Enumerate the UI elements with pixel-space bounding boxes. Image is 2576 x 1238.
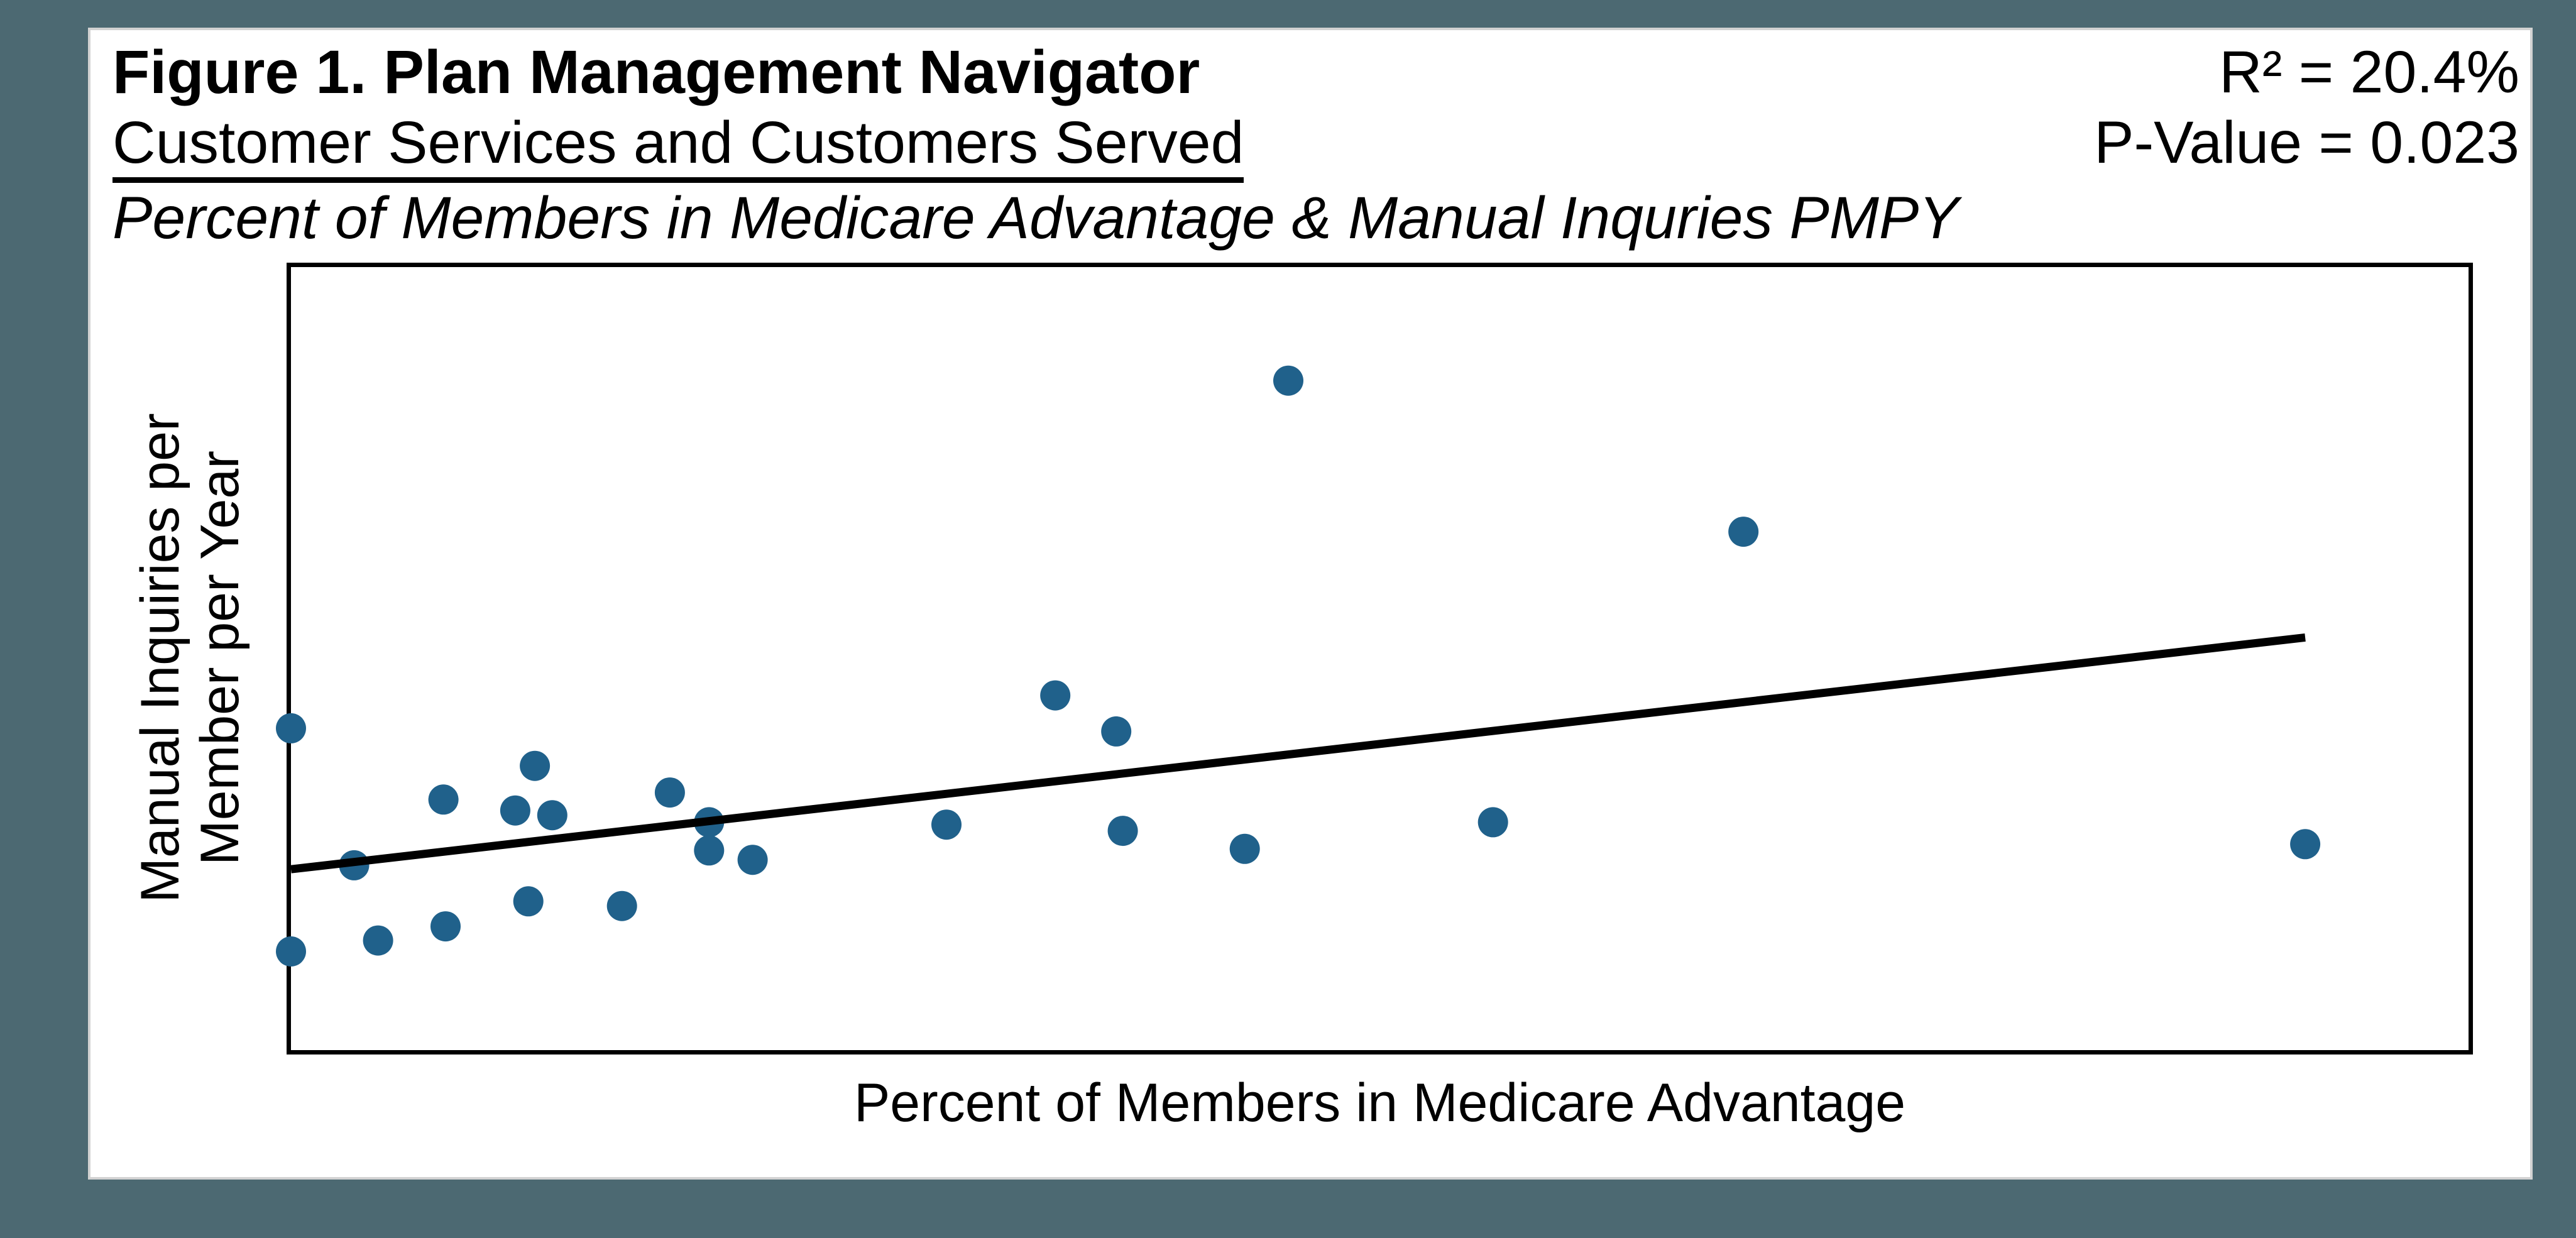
y-axis-label: Manual Inquiries per Member per Year bbox=[130, 407, 250, 909]
data-point bbox=[430, 911, 461, 942]
figure-subtitle-row: Customer Services and Customers Served bbox=[112, 107, 1959, 183]
figure-header: Figure 1. Plan Management Navigator Cust… bbox=[112, 37, 1959, 253]
plot-area bbox=[276, 263, 2473, 1054]
figure-variables-subtitle: Percent of Members in Medicare Advantage… bbox=[112, 185, 1959, 251]
y-axis-label-line2: Member per Year bbox=[190, 451, 250, 865]
data-point bbox=[931, 809, 962, 840]
data-point bbox=[428, 784, 459, 815]
data-point bbox=[2290, 829, 2321, 860]
scatter-plot bbox=[276, 365, 2321, 967]
data-point bbox=[1040, 680, 1071, 711]
data-point bbox=[606, 890, 637, 921]
data-point bbox=[1728, 517, 1759, 547]
data-point bbox=[276, 713, 306, 743]
data-point bbox=[520, 750, 551, 781]
data-point bbox=[1101, 716, 1132, 747]
figure-subtitle: Customer Services and Customers Served bbox=[112, 112, 1244, 183]
regression-stats: R² = 20.4% P-Value = 0.023 bbox=[2094, 37, 2519, 178]
data-point bbox=[737, 845, 768, 875]
trend-line bbox=[290, 633, 2306, 874]
data-point bbox=[694, 835, 725, 866]
data-point bbox=[1477, 807, 1508, 838]
data-point bbox=[363, 925, 393, 956]
data-point bbox=[276, 936, 306, 967]
p-value: P-Value = 0.023 bbox=[2094, 109, 2519, 176]
r-squared-value: R² = 20.4% bbox=[2219, 39, 2519, 106]
data-point bbox=[654, 777, 685, 808]
figure-card: Figure 1. Plan Management Navigator Cust… bbox=[88, 28, 2533, 1180]
data-point bbox=[1273, 365, 1303, 396]
y-axis-label-line1: Manual Inquiries per bbox=[130, 413, 190, 903]
data-point bbox=[500, 795, 530, 826]
x-axis-label: Percent of Members in Medicare Advantage bbox=[853, 1073, 1906, 1133]
data-point bbox=[1229, 833, 1260, 864]
data-point bbox=[537, 800, 567, 831]
data-point bbox=[513, 886, 544, 917]
data-point bbox=[1107, 816, 1138, 846]
figure-title: Figure 1. Plan Management Navigator bbox=[112, 38, 1200, 106]
